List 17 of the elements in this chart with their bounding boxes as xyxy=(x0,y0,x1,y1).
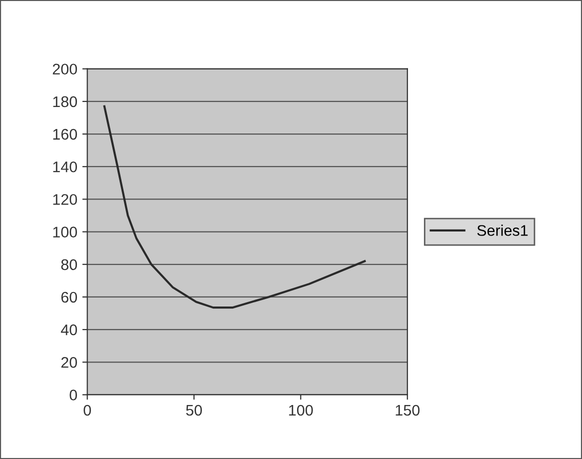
y-tick-label: 180 xyxy=(53,96,77,108)
y-tick-label: 200 xyxy=(52,64,77,75)
y-tick-label: 160 xyxy=(53,128,77,140)
legend-label: Series1 xyxy=(477,224,528,236)
y-tick-label: 20 xyxy=(61,357,77,368)
x-tick-label: 100 xyxy=(289,404,313,416)
y-tick-label: 100 xyxy=(53,226,77,238)
y-tick-label: 80 xyxy=(61,259,77,270)
line-series xyxy=(103,105,366,309)
x-tick-label: 0 xyxy=(84,404,91,416)
x-tick-label: 50 xyxy=(186,404,202,416)
y-tick-label: 60 xyxy=(61,292,77,303)
y-tick-label: 40 xyxy=(60,324,77,336)
y-tick-label: 0 xyxy=(70,390,77,400)
y-tick-label: 140 xyxy=(53,161,77,172)
y-tick-label: 120 xyxy=(53,194,77,205)
x-tick-label: 150 xyxy=(396,404,420,416)
